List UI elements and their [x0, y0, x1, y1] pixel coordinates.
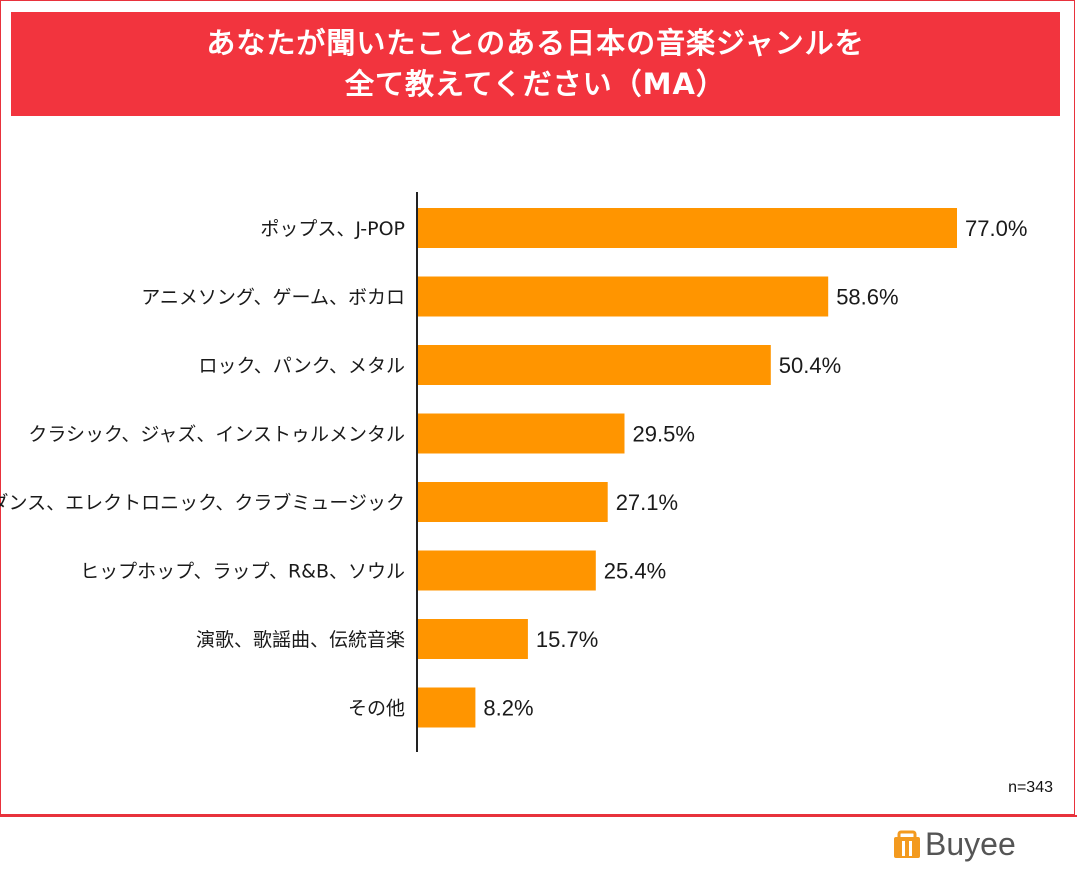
category-label: ポップス、J-POP [260, 218, 405, 240]
bar [418, 345, 771, 385]
bar [418, 687, 476, 728]
buyee-logo-text: Buyee [925, 825, 1016, 862]
bar [418, 208, 957, 248]
bar [418, 550, 596, 591]
buyee-logo-icon [894, 830, 920, 858]
bar [418, 482, 608, 522]
chart-area: ポップス、J-POP 77.0% アニメソング、ゲーム、ボカロ 58.6% ロック、パン… [0, 120, 1075, 800]
title-banner: あなたが聞いたことのある日本の音楽ジャンルを 全て教えてください（MA） [11, 12, 1060, 116]
value-label: 27.1% [616, 490, 678, 515]
chart-frame [0, 0, 1075, 815]
title-line-1: あなたが聞いたことのある日本の音楽ジャンルを [206, 26, 865, 60]
footer-divider [0, 815, 1077, 817]
category-label: その他 [348, 698, 405, 720]
category-label: ダンス、エレクトロニック、クラブミュージック [0, 491, 405, 514]
bar [418, 276, 829, 317]
bar [418, 413, 625, 454]
value-label: 15.7% [536, 627, 598, 652]
buyee-logo: Buyee [893, 826, 1016, 862]
category-label: 演歌、歌謡曲、伝統音楽 [196, 629, 405, 651]
value-label: 25.4% [604, 559, 666, 584]
category-label: クラシック、ジャズ、インストゥルメンタル [28, 424, 405, 446]
value-label: 50.4% [779, 353, 841, 378]
category-label: アニメソング、ゲーム、ボカロ [141, 287, 405, 309]
value-label: 8.2% [483, 696, 533, 721]
category-label: ロック、パンク、メタル [198, 355, 405, 377]
category-label: ヒップホップ、ラップ、R&B、ソウル [80, 561, 405, 583]
bar [418, 619, 528, 659]
value-label: 77.0% [965, 216, 1027, 241]
title-line-2: 全て教えてください（MA） [345, 67, 726, 101]
value-label: 29.5% [633, 422, 695, 447]
value-label: 58.6% [836, 285, 898, 310]
bar-chart: ポップス、J-POP 77.0% アニメソング、ゲーム、ボカロ 58.6% ロック、パン… [0, 192, 1027, 752]
sample-size-note: n=343 [1008, 779, 1053, 796]
